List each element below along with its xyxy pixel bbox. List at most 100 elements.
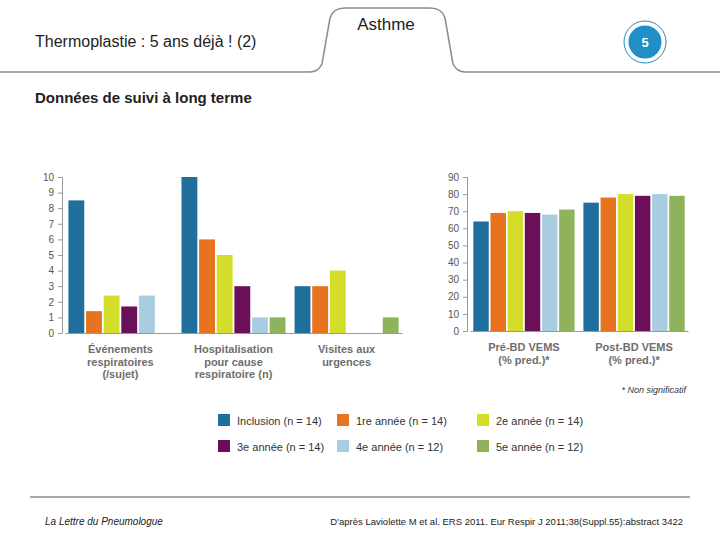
legend-swatch (337, 440, 349, 452)
bar (383, 317, 399, 333)
legend-label: 3e année (n = 14) (237, 441, 324, 453)
badge-ring (624, 21, 666, 63)
legend-item: Inclusion (n = 14) (218, 414, 322, 427)
y-tick-label: 6 (48, 234, 54, 245)
bar (121, 306, 137, 333)
chart: 0102030405060708090Pré-BD VEMS(% pred.)*… (448, 172, 689, 366)
y-axis-line (58, 178, 63, 334)
y-axis-line (463, 178, 468, 332)
x-tick-label: Hospitalisationpour causerespiratoire (n… (194, 343, 273, 380)
x-axis-line (471, 331, 689, 332)
legend-item: 5e année (n = 12) (477, 440, 583, 453)
chart: 012345678910Événementsrespiratoires(/suj… (43, 172, 403, 381)
y-tick-label: 0 (48, 328, 54, 339)
y-tick: 10 (448, 309, 467, 320)
tab-shape (0, 8, 720, 72)
bar (330, 271, 346, 333)
x-tick: Visites auxurgences (318, 333, 376, 368)
y-tick-mark (58, 193, 62, 194)
y-tick: 5 (48, 250, 62, 261)
y-tick: 0 (453, 326, 467, 337)
x-tick: Événementsrespiratoires(/sujet) (87, 333, 154, 380)
y-tick-mark (58, 255, 62, 256)
y-tick-mark (463, 194, 467, 195)
bar (542, 215, 557, 331)
legend-item: 3e année (n = 14) (218, 440, 324, 453)
y-tick-mark (463, 314, 467, 315)
y-tick-label: 90 (448, 172, 460, 183)
bar (635, 196, 650, 331)
source: D'après Laviolette M et al. ERS 2011. Eu… (330, 516, 683, 527)
y-tick-mark (463, 177, 467, 178)
bar (652, 194, 667, 331)
annotation: * Non significatif (621, 385, 687, 395)
x-axis: Pré-BD VEMS(% pred.)*Post-BD VEMS(% pred… (471, 331, 689, 366)
bar (295, 286, 311, 333)
y-tick-label: 80 (448, 189, 460, 200)
y-tick-label: 5 (48, 250, 54, 261)
legend-swatch (218, 414, 230, 426)
bar (525, 213, 540, 331)
y-tick: 8 (48, 203, 62, 214)
legend-label: 4e année (n = 12) (356, 441, 443, 453)
y-tick-label: 2 (48, 297, 54, 308)
y-tick: 1 (48, 312, 62, 323)
y-tick-label: 3 (48, 281, 54, 292)
y-axis: 0102030405060708090 (448, 172, 468, 337)
bar (68, 200, 84, 333)
x-tick-label: Post-BD VEMS(% pred.)* (595, 341, 673, 366)
bar (86, 311, 102, 333)
bar (270, 317, 286, 333)
legend-label: Inclusion (n = 14) (237, 415, 322, 427)
y-tick-mark (58, 224, 62, 225)
legend-item: 1re année (n = 14) (337, 414, 447, 427)
legend-swatch (218, 440, 230, 452)
bar (473, 221, 488, 331)
y-tick: 7 (48, 219, 62, 230)
x-axis-line (66, 333, 403, 334)
y-tick-label: 50 (448, 240, 460, 251)
y-tick-label: 20 (448, 291, 460, 302)
y-tick-mark (58, 333, 62, 334)
bar (669, 196, 684, 331)
y-tick-label: 7 (48, 219, 54, 230)
y-axis: 012345678910 (43, 172, 63, 339)
y-tick-mark (58, 317, 62, 318)
y-tick: 70 (448, 206, 467, 217)
bar (601, 198, 616, 331)
y-tick-label: 0 (453, 326, 459, 337)
y-tick-label: 70 (448, 206, 460, 217)
bar (508, 211, 523, 331)
bar (181, 177, 197, 333)
y-tick-mark (463, 280, 467, 281)
legend-label: 5e année (n = 12) (496, 441, 583, 453)
y-tick: 4 (48, 265, 62, 276)
legend-swatch (477, 414, 489, 426)
slide: Thermoplastie : 5 ans déjà ! (2)Asthme5D… (0, 0, 720, 540)
x-tick-label: Événementsrespiratoires(/sujet) (87, 343, 154, 380)
y-tick-label: 8 (48, 203, 54, 214)
x-tick: Post-BD VEMS(% pred.)* (595, 331, 673, 366)
y-tick: 30 (448, 274, 467, 285)
x-tick: Hospitalisationpour causerespiratoire (n… (194, 333, 273, 380)
bar (583, 203, 598, 331)
bars (68, 177, 398, 333)
y-tick-mark (58, 177, 62, 178)
y-tick-mark (58, 302, 62, 303)
subtitle: Données de suivi à long terme (35, 89, 252, 106)
y-tick-mark (463, 228, 467, 229)
legend-swatch (477, 440, 489, 452)
y-tick-label: 4 (48, 265, 54, 276)
y-tick-mark (58, 239, 62, 240)
y-tick-label: 30 (448, 274, 460, 285)
bars (473, 194, 684, 331)
y-tick-mark (463, 245, 467, 246)
badge (627, 24, 663, 60)
bar (234, 286, 250, 333)
bar (559, 210, 574, 331)
y-tick: 60 (448, 223, 467, 234)
bar (139, 296, 155, 333)
y-tick-label: 10 (448, 309, 460, 320)
footer-rule (30, 497, 690, 498)
bar (104, 296, 120, 333)
